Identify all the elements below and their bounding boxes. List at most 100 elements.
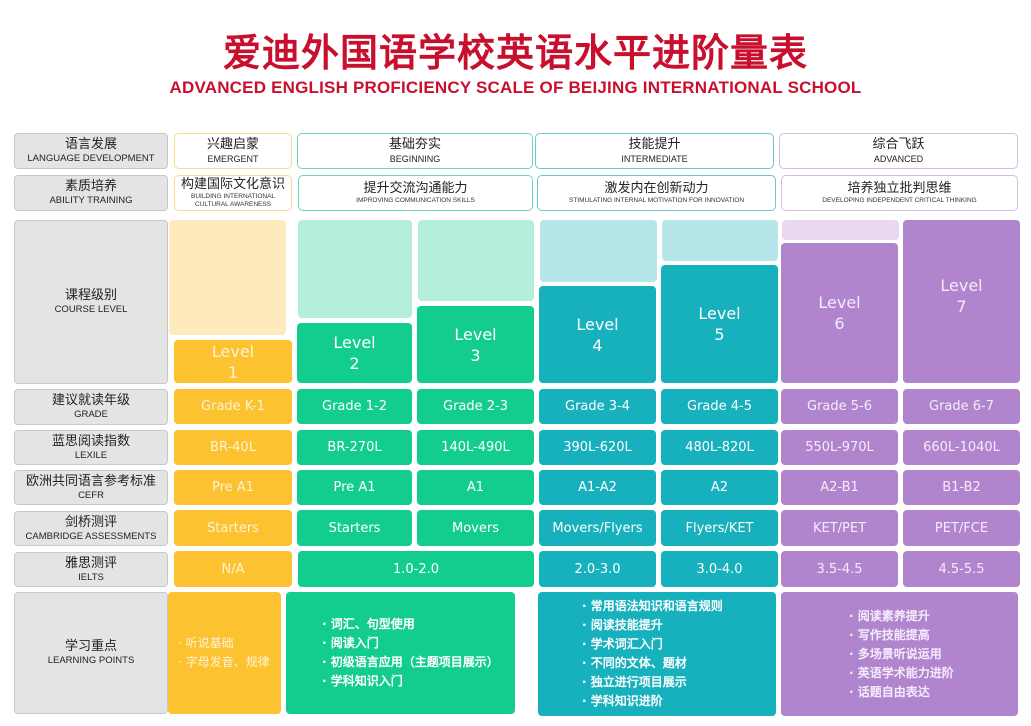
ability-intermediate: 激发内在创新动力 STIMULATING INTERNAL MOTIVATION… — [537, 175, 776, 211]
learning-point: 阅读素养提升 — [849, 607, 930, 626]
ability-cn: 构建国际文化意识 — [180, 177, 285, 192]
learning-point: 学科知识入门 — [322, 672, 403, 691]
label-en: IELTS — [78, 571, 104, 583]
row-label-ability-training: 素质培养 ABILITY TRAINING — [14, 175, 168, 211]
grade-cell: Grade 3-4 — [539, 389, 656, 424]
level-num: 6 — [834, 314, 845, 333]
stage-cn: 基础夯实 — [388, 137, 441, 152]
level-5-bar-bg — [662, 220, 778, 261]
learning-point: 不同的文体、题材 — [582, 654, 687, 673]
grade-cell: Grade 2-3 — [417, 389, 534, 424]
level-num: 3 — [470, 345, 481, 365]
row-label-cambridge: 剑桥测评 CAMBRIDGE ASSESSMENTS — [14, 511, 168, 546]
stage-cn: 技能提升 — [628, 137, 681, 152]
cambridge-cell: Flyers/KET — [661, 510, 778, 546]
learning-point: 多场景听说运用 — [849, 645, 942, 664]
grade-cell: Grade 1-2 — [297, 389, 412, 424]
grade-cell: Grade K-1 — [174, 389, 292, 424]
row-label-lexile: 蓝思阅读指数 LEXILE — [14, 430, 168, 465]
level-word: Level — [940, 276, 983, 295]
learning-point: 词汇、句型使用 — [322, 615, 415, 634]
level-1-bar-bg — [169, 220, 286, 335]
cambridge-cell: Movers/Flyers — [539, 510, 656, 546]
ability-cn: 激发内在创新动力 — [604, 181, 709, 196]
lexile-cell: 140L-490L — [417, 430, 534, 465]
level-6-bar-bg — [782, 220, 899, 240]
learning-point: 阅读技能提升 — [582, 616, 663, 635]
level-3-bar-bg — [418, 220, 534, 301]
label-cn: 剑桥测评 — [64, 514, 117, 530]
stage-en: BEGINNING — [389, 154, 441, 164]
cefr-cell: A1-A2 — [539, 470, 656, 505]
level-2-bar-bg — [298, 220, 412, 318]
level-num: 5 — [714, 325, 725, 344]
lexile-cell: 480L-820L — [661, 430, 778, 465]
row-label-learning-points: 学习重点 LEARNING POINTS — [14, 592, 168, 714]
learning-point: 阅读入门 — [322, 634, 379, 653]
level-1-bar: Level 1 — [174, 340, 292, 383]
cambridge-cell: Starters — [174, 510, 292, 546]
learning-point: 字母发音、规律 — [178, 653, 270, 672]
row-label-course-level: 课程级别 COURSE LEVEL — [14, 220, 168, 384]
level-num: 4 — [592, 335, 603, 355]
learning-point: 常用语法知识和语言规则 — [582, 597, 723, 616]
label-cn: 建议就读年级 — [51, 393, 130, 408]
learning-points-intermediate: 常用语法知识和语言规则 阅读技能提升 学术词汇入门 不同的文体、题材 独立进行项… — [538, 592, 776, 716]
learning-point: 英语学术能力进阶 — [849, 664, 954, 683]
level-num: 2 — [349, 354, 360, 373]
grade-cell: Grade 5-6 — [781, 389, 898, 424]
level-num: 1 — [227, 362, 239, 382]
level-2-bar: Level 2 — [297, 323, 412, 383]
grade-cell: Grade 6-7 — [903, 389, 1020, 424]
row-label-ielts: 雅思测评 IELTS — [14, 552, 168, 587]
level-word: Level — [333, 333, 376, 352]
lexile-cell: BR-270L — [297, 430, 412, 465]
ability-advanced: 培养独立批判思维 DEVELOPING INDEPENDENT CRITICAL… — [781, 175, 1018, 211]
label-en: GRADE — [74, 409, 108, 420]
ability-cn: 培养独立批判思维 — [847, 181, 952, 196]
cefr-cell: Pre A1 — [174, 470, 292, 505]
ability-beginning: 提升交流沟通能力 IMPROVING COMMUNICATION SKILLS — [298, 175, 533, 211]
label-en: COURSE LEVEL — [54, 304, 128, 315]
lexile-cell: 390L-620L — [539, 430, 656, 465]
learning-point: 学术词汇入门 — [582, 635, 663, 654]
level-word: Level — [818, 293, 861, 312]
cambridge-cell: Movers — [417, 510, 534, 546]
cambridge-cell: PET/FCE — [903, 510, 1020, 546]
cefr-cell: A2 — [661, 470, 778, 505]
label-cn: 语言发展 — [64, 137, 117, 152]
ability-en: CULTURAL AWARENESS — [194, 201, 272, 208]
label-en: CAMBRIDGE ASSESSMENTS — [25, 530, 157, 542]
label-cn: 课程级别 — [64, 288, 117, 303]
learning-point: 独立进行项目展示 — [582, 673, 687, 692]
level-word: Level — [576, 314, 619, 334]
label-en: ABILITY TRAINING — [49, 195, 133, 206]
learning-points-advanced: 阅读素养提升 写作技能提高 多场景听说运用 英语学术能力进阶 话题自由表达 — [781, 592, 1018, 716]
ielts-cell: 3.0-4.0 — [661, 551, 778, 587]
page-title: 爱迪外国语学校英语水平进阶量表 — [222, 31, 808, 75]
lexile-cell: 550L-970L — [781, 430, 898, 465]
page-subtitle: ADVANCED ENGLISH PROFICIENCY SCALE OF BE… — [169, 78, 862, 97]
stage-en: INTERMEDIATE — [621, 154, 688, 164]
level-5-bar: Level 5 — [661, 265, 778, 383]
learning-points-beginning: 词汇、句型使用 阅读入门 初级语言应用（主题项目展示） 学科知识入门 — [286, 592, 515, 714]
learning-point: 听说基础 — [178, 634, 234, 653]
cefr-cell: A2-B1 — [781, 470, 898, 505]
lexile-cell: BR-40L — [174, 430, 292, 465]
ielts-cell: N/A — [174, 551, 292, 587]
ielts-cell: 2.0-3.0 — [539, 551, 656, 587]
level-6-bar: Level 6 — [781, 243, 898, 383]
ielts-cell: 3.5-4.5 — [781, 551, 898, 587]
row-label-cefr: 欧洲共同语言参考标准 CEFR — [14, 470, 168, 505]
level-7-bar: Level 7 — [903, 220, 1020, 383]
stage-en: EMERGENT — [207, 154, 259, 164]
label-cn: 欧洲共同语言参考标准 — [25, 473, 156, 489]
level-word: Level — [698, 304, 741, 323]
ability-en: STIMULATING INTERNAL MOTIVATION FOR INNO… — [568, 197, 745, 204]
learning-point: 学科知识进阶 — [582, 692, 663, 711]
label-cn: 雅思测评 — [64, 555, 117, 571]
ielts-cell: 1.0-2.0 — [298, 551, 534, 587]
cefr-cell: Pre A1 — [297, 470, 412, 505]
learning-points-emergent: 听说基础 字母发音、规律 — [168, 592, 281, 714]
label-en: LEXILE — [74, 449, 108, 461]
